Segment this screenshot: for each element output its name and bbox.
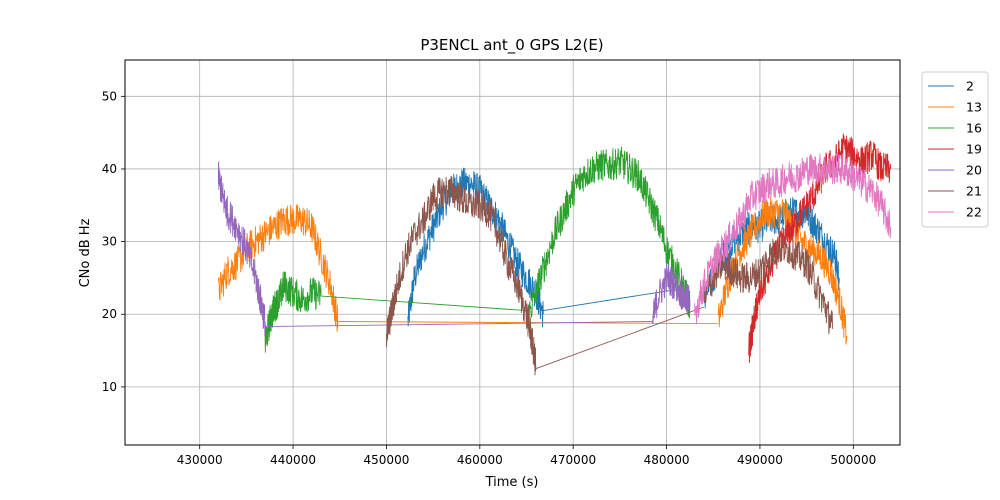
series-line-22 <box>694 153 892 325</box>
series-line-16 <box>264 271 322 353</box>
series-line-2 <box>407 167 544 328</box>
series-line-20 <box>217 161 266 337</box>
legend-label-2: 2 <box>966 79 974 94</box>
series-line-2 <box>543 288 681 312</box>
y-tick-label: 10 <box>102 380 117 394</box>
axis-ticks: 430000 440000 450000 460000 470000 480000 4900… <box>102 89 877 467</box>
legend-label-13: 13 <box>966 100 982 115</box>
x-tick-label: 450000 <box>364 453 410 467</box>
legend-label-21: 21 <box>966 184 982 199</box>
y-tick-label: 20 <box>102 307 117 321</box>
y-axis-label: CNo dB Hz <box>78 218 93 287</box>
y-tick-label: 40 <box>102 162 117 176</box>
legend-label-20: 20 <box>966 163 982 178</box>
x-tick-label: 470000 <box>550 453 596 467</box>
series-line-20 <box>265 321 653 328</box>
x-tick-label: 460000 <box>457 453 503 467</box>
series-line-13 <box>717 196 848 345</box>
series-line-21 <box>535 306 705 370</box>
x-tick-label: 490000 <box>737 453 783 467</box>
axes-frame <box>124 59 901 446</box>
legend-box <box>921 71 989 228</box>
legend-label-16: 16 <box>966 121 982 136</box>
series-line-16 <box>321 295 527 312</box>
x-tick-label: 500000 <box>830 453 876 467</box>
legend-label-19: 19 <box>966 142 982 157</box>
x-tick-label: 440000 <box>270 453 316 467</box>
series-line-19 <box>748 133 892 363</box>
chart-title: P3ENCL ant_0 GPS L2(E) <box>420 36 603 55</box>
x-tick-label: 430000 <box>177 453 223 467</box>
series-line-20 <box>652 263 691 324</box>
series-line-16 <box>526 146 691 329</box>
plot-area <box>217 133 892 376</box>
legend: 2 13 16 19 20 21 22 <box>921 71 989 228</box>
legend-label-22: 22 <box>966 205 982 220</box>
series-line-21 <box>703 233 834 335</box>
y-tick-label: 30 <box>102 235 117 249</box>
series-line-21 <box>385 175 537 376</box>
y-tick-label: 50 <box>102 89 117 103</box>
x-axis-label: Time (s) <box>485 475 539 490</box>
x-tick-label: 480000 <box>644 453 690 467</box>
